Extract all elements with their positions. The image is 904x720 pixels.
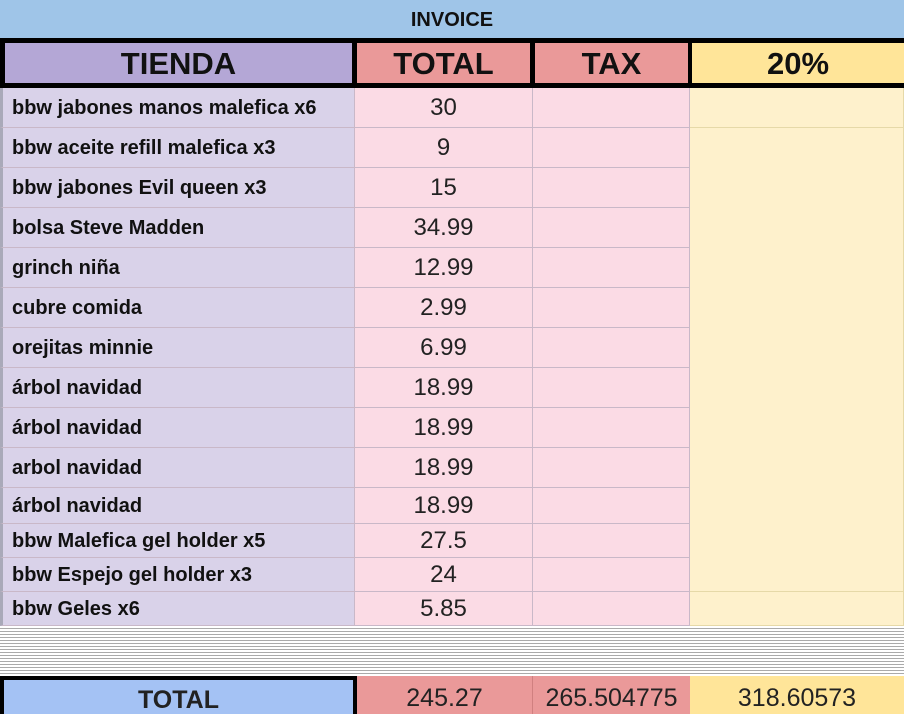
item-name-cell[interactable]: bbw Geles x6 — [0, 592, 355, 626]
item-total-cell[interactable]: 2.99 — [355, 288, 533, 328]
item-name-cell[interactable]: bolsa Steve Madden — [0, 208, 355, 248]
item-name-cell[interactable]: bbw Malefica gel holder x5 — [0, 524, 355, 558]
footer-tax-value[interactable]: 265.504775 — [533, 676, 690, 714]
header-total[interactable]: TOTAL — [357, 43, 530, 83]
item-tax-cell[interactable] — [533, 558, 690, 592]
item-tax-cell[interactable] — [533, 248, 690, 288]
item-name-cell[interactable]: cubre comida — [0, 288, 355, 328]
footer-total-value[interactable]: 245.27 — [357, 676, 533, 714]
item-total-cell[interactable]: 18.99 — [355, 488, 533, 524]
item-name-cell[interactable]: árbol navidad — [0, 488, 355, 524]
item-total-cell[interactable]: 12.99 — [355, 248, 533, 288]
item-name-cell[interactable]: bbw aceite refill malefica x3 — [0, 128, 355, 168]
invoice-title[interactable]: INVOICE — [0, 0, 904, 38]
item-total-cell[interactable]: 9 — [355, 128, 533, 168]
pct-cell[interactable] — [690, 88, 904, 128]
item-tax-cell[interactable] — [533, 168, 690, 208]
hidden-rows[interactable] — [0, 626, 904, 676]
header-20pct[interactable]: 20% — [692, 43, 904, 83]
item-total-cell[interactable]: 18.99 — [355, 368, 533, 408]
item-name-cell[interactable]: árbol navidad — [0, 408, 355, 448]
item-total-cell[interactable]: 5.85 — [355, 592, 533, 626]
item-name-cell[interactable]: árbol navidad — [0, 368, 355, 408]
item-tax-cell[interactable] — [533, 288, 690, 328]
item-tax-cell[interactable] — [533, 208, 690, 248]
item-name-cell[interactable]: bbw jabones Evil queen x3 — [0, 168, 355, 208]
item-total-cell[interactable]: 15 — [355, 168, 533, 208]
item-name-cell[interactable]: bbw Espejo gel holder x3 — [0, 558, 355, 592]
item-total-cell[interactable]: 6.99 — [355, 328, 533, 368]
item-total-cell[interactable]: 30 — [355, 88, 533, 128]
pct-cell[interactable] — [690, 592, 904, 626]
header-tax[interactable]: TAX — [535, 43, 688, 83]
footer-total-label[interactable]: TOTAL — [0, 676, 357, 714]
pct-cell-merged[interactable] — [690, 128, 904, 592]
header-tienda[interactable]: TIENDA — [5, 43, 352, 83]
item-name-cell[interactable]: bbw jabones manos malefica x6 — [0, 88, 355, 128]
item-tax-cell[interactable] — [533, 128, 690, 168]
item-name-cell[interactable]: arbol navidad — [0, 448, 355, 488]
item-tax-cell[interactable] — [533, 88, 690, 128]
item-tax-cell[interactable] — [533, 488, 690, 524]
item-tax-cell[interactable] — [533, 328, 690, 368]
item-tax-cell[interactable] — [533, 448, 690, 488]
item-tax-cell[interactable] — [533, 408, 690, 448]
item-total-cell[interactable]: 34.99 — [355, 208, 533, 248]
item-tax-cell[interactable] — [533, 592, 690, 626]
item-total-cell[interactable]: 24 — [355, 558, 533, 592]
item-total-cell[interactable]: 18.99 — [355, 448, 533, 488]
header-row: TIENDA TOTAL TAX 20% — [0, 38, 904, 88]
item-total-cell[interactable]: 18.99 — [355, 408, 533, 448]
footer-pct-value[interactable]: 318.60573 — [690, 676, 904, 714]
item-total-cell[interactable]: 27.5 — [355, 524, 533, 558]
item-tax-cell[interactable] — [533, 524, 690, 558]
item-tax-cell[interactable] — [533, 368, 690, 408]
item-name-cell[interactable]: grinch niña — [0, 248, 355, 288]
item-name-cell[interactable]: orejitas minnie — [0, 328, 355, 368]
footer-row: TOTAL 245.27 265.504775 318.60573 — [0, 676, 904, 714]
